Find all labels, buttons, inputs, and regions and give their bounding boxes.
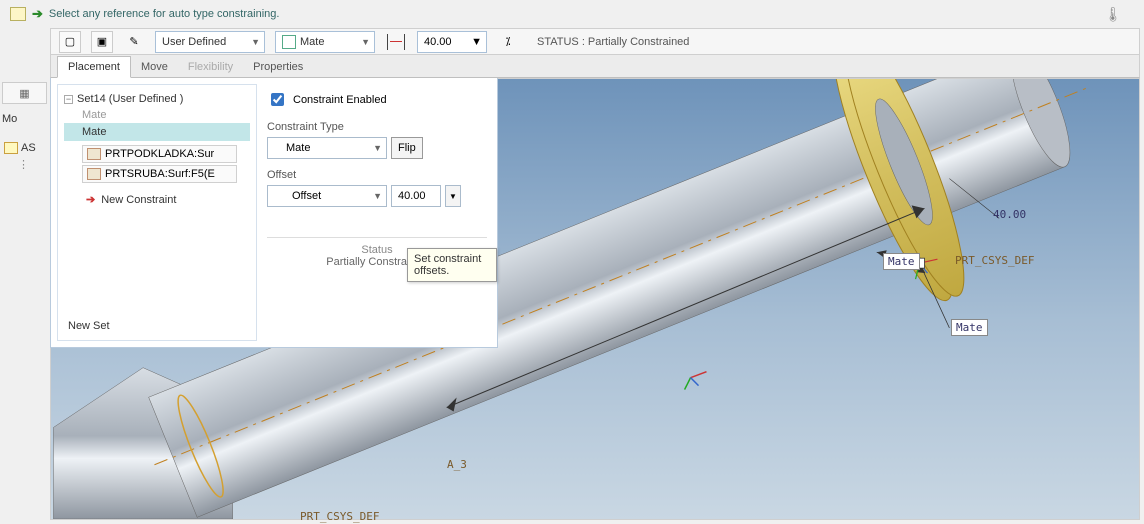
- model-tree-peek: AS ⋮: [4, 140, 46, 173]
- caret-icon: ▼: [471, 36, 482, 48]
- new-constraint-row[interactable]: ➔ New Constraint: [64, 191, 250, 208]
- constraint-mate-prev[interactable]: Mate: [64, 107, 250, 123]
- reference-1-text: PRTPODKLADKA:Sur: [105, 148, 214, 160]
- icon-button-1[interactable]: ▢: [59, 31, 81, 53]
- arrow-icon: ➔: [86, 193, 95, 206]
- asm-text: AS: [21, 142, 36, 154]
- assembly-icon: [4, 142, 18, 154]
- mate-label-1[interactable]: Mate: [883, 253, 920, 270]
- constraint-type-panel-select[interactable]: Mate ▼: [267, 137, 387, 159]
- constraint-mate-active[interactable]: Mate: [64, 123, 250, 141]
- csys-label-2: PRT_CSYS_DEF: [296, 509, 383, 524]
- new-set-button[interactable]: New Set: [68, 320, 110, 332]
- set-title: Set14 (User Defined ): [77, 93, 183, 105]
- mate-icon: [282, 35, 296, 49]
- set-row[interactable]: − Set14 (User Defined ): [64, 91, 250, 107]
- offset-value-text: 40.00: [398, 190, 426, 202]
- offset-value-field[interactable]: 40.00: [391, 185, 441, 207]
- constraint-type-value: Mate: [300, 36, 324, 48]
- brush-icon[interactable]: ✎: [123, 31, 145, 53]
- placement-panel: − Set14 (User Defined ) Mate Mate PRTPOD…: [50, 78, 498, 348]
- side-tab-model[interactable]: Mo: [2, 108, 47, 130]
- asm-child[interactable]: ⋮: [4, 156, 46, 173]
- surface-icon: [87, 148, 101, 160]
- offset-value-text: 40.00: [424, 36, 452, 48]
- offset-type-value: Offset: [292, 190, 321, 202]
- dimension-label[interactable]: 40.00: [989, 207, 1030, 222]
- panel-tabs: Placement Move Flexibility Properties: [50, 54, 1140, 78]
- tooltip: Set constraint offsets.: [407, 248, 497, 282]
- slash-icon[interactable]: ⁒: [497, 31, 519, 53]
- constraint-type-panel-value: Mate: [286, 142, 310, 154]
- mate-icon: [274, 142, 286, 154]
- placement-type-select[interactable]: User Defined ▼: [155, 31, 265, 53]
- new-constraint-text: New Constraint: [101, 194, 176, 206]
- offset-label: Offset: [267, 169, 487, 181]
- flip-button[interactable]: Flip: [391, 137, 423, 159]
- csys-label: PRT_CSYS_DEF: [951, 253, 1038, 268]
- caret-icon: ▼: [361, 37, 370, 47]
- offset-icon[interactable]: [385, 31, 407, 53]
- constraint-type-label: Constraint Type: [267, 121, 487, 133]
- placement-type-value: User Defined: [162, 36, 226, 48]
- hint-bar: ➔ Select any reference for auto type con…: [10, 6, 279, 22]
- constraint-enabled-check[interactable]: Constraint Enabled: [267, 90, 487, 109]
- constraint-set-tree: − Set14 (User Defined ) Mate Mate PRTPOD…: [57, 84, 257, 341]
- side-tabs: ▦ Mo: [0, 78, 49, 134]
- axis-label: A_3: [443, 457, 471, 472]
- reference-1[interactable]: PRTPODKLADKA:Sur: [82, 145, 237, 163]
- collapse-icon[interactable]: −: [64, 95, 73, 104]
- icon-button-2[interactable]: ▣: [91, 31, 113, 53]
- caret-icon: ▼: [251, 37, 260, 47]
- offset-value-input[interactable]: 40.00 ▼: [417, 31, 487, 53]
- tab-placement[interactable]: Placement: [57, 56, 131, 78]
- tab-properties[interactable]: Properties: [243, 57, 313, 77]
- arrow-icon: ➔: [32, 6, 43, 22]
- offset-spinner[interactable]: ▼: [445, 185, 461, 207]
- status-text: STATUS : Partially Constrained: [537, 36, 689, 48]
- offset-type-select[interactable]: Offset ▼: [267, 185, 387, 207]
- caret-icon: ▼: [373, 191, 382, 201]
- reference-2[interactable]: PRTSRUBA:Surf:F5(E: [82, 165, 237, 183]
- tab-move[interactable]: Move: [131, 57, 178, 77]
- constraint-type-select[interactable]: Mate ▼: [275, 31, 375, 53]
- temperature-icon: 🌡: [1104, 6, 1122, 23]
- side-tab-grid[interactable]: ▦: [2, 82, 47, 104]
- constraint-enabled-checkbox[interactable]: [271, 93, 284, 106]
- component-icon: [10, 7, 26, 21]
- caret-icon: ▼: [373, 143, 382, 153]
- asm-node[interactable]: AS: [4, 140, 46, 156]
- reference-2-text: PRTSRUBA:Surf:F5(E: [105, 168, 215, 180]
- mate-label-2[interactable]: Mate: [951, 319, 988, 336]
- hint-text: Select any reference for auto type const…: [49, 8, 280, 20]
- tab-flexibility: Flexibility: [178, 57, 243, 77]
- surface-icon: [87, 168, 101, 180]
- constraint-toolbar: ▢ ▣ ✎ User Defined ▼ Mate ▼ 40.00 ▼ ⁒ ST…: [50, 28, 1140, 54]
- constraint-enabled-label: Constraint Enabled: [293, 94, 387, 106]
- offset-icon: [274, 190, 288, 202]
